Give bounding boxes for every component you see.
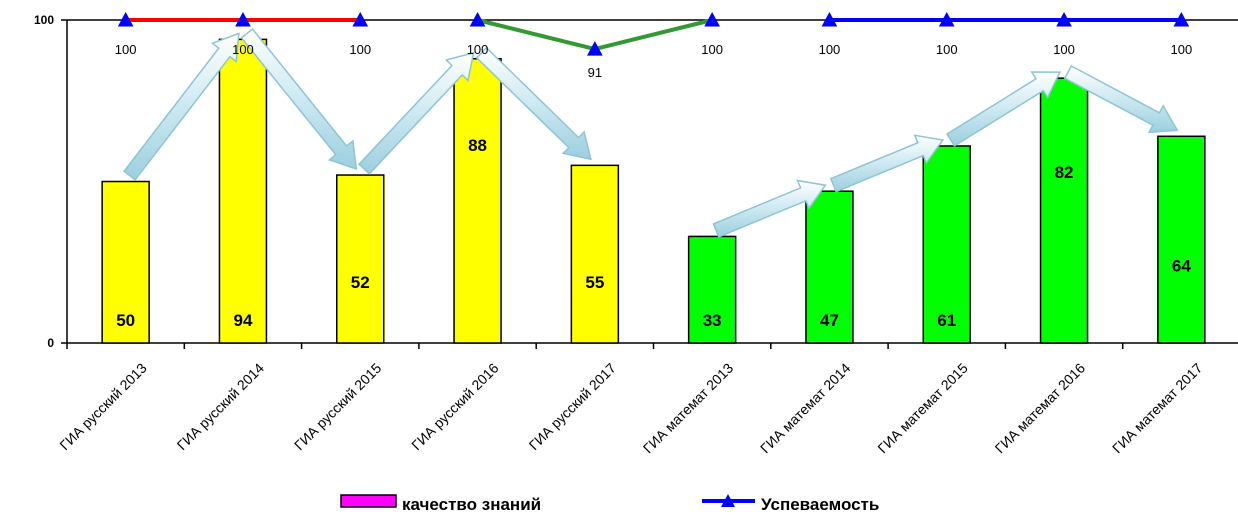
line-value-label: 100	[115, 42, 137, 57]
bar-value-label: 94	[233, 311, 252, 330]
bar	[101, 180, 150, 344]
line-marker	[587, 41, 603, 56]
bar	[336, 174, 385, 344]
legend-label-bar: качество знаний	[402, 495, 541, 514]
y-tick-label: 0	[47, 336, 54, 350]
line-marker	[235, 11, 251, 27]
bar-value-label: 61	[937, 311, 956, 330]
trend-arrow	[946, 71, 1062, 147]
bar	[687, 235, 737, 344]
legend-swatch-bar	[340, 494, 397, 508]
bar	[922, 145, 971, 344]
legend-label-line: Успеваемость	[761, 495, 879, 514]
category-label: ГИА математ 2015	[874, 360, 971, 457]
line-segment	[594, 18, 713, 52]
line-value-label: 100	[232, 42, 254, 57]
line-marker	[704, 11, 720, 27]
bar	[218, 38, 268, 344]
bar-value-label: 47	[820, 311, 839, 330]
category-label: ГИА русский 2016	[408, 360, 502, 454]
trend-arrow	[829, 134, 945, 193]
line-marker	[1173, 11, 1190, 27]
bar	[453, 58, 502, 344]
category-label: ГИА математ 2014	[757, 360, 854, 457]
bar	[1039, 77, 1089, 344]
category-label: ГИА математ 2017	[1109, 360, 1206, 457]
line-value-label: 100	[936, 42, 958, 57]
bar-value-label: 52	[351, 273, 370, 292]
category-label: ГИА русский 2013	[56, 360, 150, 454]
category-label: ГИА математ 2013	[640, 360, 737, 457]
trend-arrow	[1063, 64, 1179, 134]
line-value-label: 100	[819, 42, 841, 57]
legend-marker	[721, 494, 735, 507]
line-marker	[469, 11, 486, 27]
line-value-label: 91	[588, 65, 602, 80]
category-label: ГИА математ 2016	[992, 360, 1089, 457]
trend-arrow	[358, 51, 475, 175]
bar-value-label: 82	[1055, 163, 1074, 182]
line-series	[117, 11, 1190, 56]
bar-value-label: 64	[1172, 256, 1191, 275]
line-marker	[117, 11, 134, 27]
trend-arrow	[240, 27, 358, 171]
bar-value-label: 50	[116, 311, 135, 330]
line-marker	[352, 11, 369, 27]
category-label: ГИА русский 2017	[526, 360, 620, 454]
category-label: ГИА русский 2015	[291, 360, 385, 454]
trend-arrows	[123, 27, 1179, 238]
line-marker	[1056, 11, 1072, 27]
legend: качество знаний Успеваемость	[340, 494, 879, 514]
bar-value-label: 33	[703, 311, 722, 330]
bar	[805, 190, 854, 344]
trend-arrow	[123, 32, 240, 181]
line-marker	[938, 11, 955, 27]
bar-value-label: 88	[468, 136, 487, 155]
bar	[1157, 135, 1206, 344]
line-value-label: 100	[349, 42, 371, 57]
bar-value-label: 55	[585, 273, 604, 292]
bars	[101, 38, 1206, 344]
line-value-label: 100	[1053, 42, 1075, 57]
category-label: ГИА русский 2014	[174, 360, 268, 454]
line-value-label: 100	[701, 42, 723, 57]
trend-arrow	[712, 179, 827, 238]
y-tick-label: 100	[34, 13, 54, 27]
line-segment	[477, 18, 596, 52]
line-value-label: 100	[1170, 42, 1192, 57]
line-value-label: 100	[467, 42, 489, 57]
bar	[570, 164, 620, 344]
line-marker	[821, 11, 838, 27]
trend-arrow	[475, 46, 592, 161]
